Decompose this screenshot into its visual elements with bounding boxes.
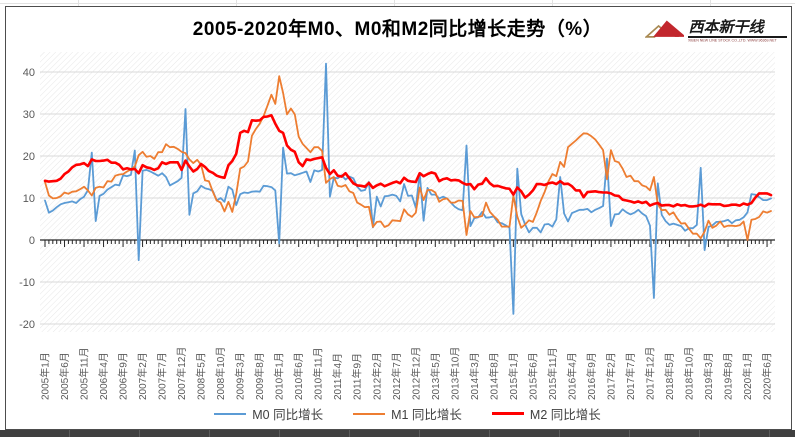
logo-brand-text: 西本新干线 bbox=[688, 19, 787, 38]
y-axis-label: 40 bbox=[23, 67, 35, 79]
x-axis-label: 2020年6月 bbox=[761, 352, 774, 400]
x-axis-label: 2019年8月 bbox=[722, 352, 735, 400]
series-line-m0 bbox=[44, 62, 772, 315]
x-axis-label: 2009年3月 bbox=[234, 352, 247, 400]
x-axis-label: 2016年4月 bbox=[565, 352, 578, 400]
worksheet-gridline bbox=[236, 0, 237, 6]
x-axis-label: 2017年2月 bbox=[604, 352, 617, 400]
x-axis-ticks bbox=[44, 240, 772, 247]
legend-line-swatch-m2 bbox=[491, 412, 524, 415]
logo-mountains-icon bbox=[645, 20, 685, 38]
chart-legend: M0 同比增长 M1 同比增长 M2 同比增长 bbox=[40, 404, 775, 423]
worksheet-gridline bbox=[552, 0, 553, 6]
x-axis-label: 2017年7月 bbox=[624, 352, 637, 400]
x-axis-label: 2019年3月 bbox=[702, 352, 715, 400]
x-axis-label: 2014年8月 bbox=[487, 352, 500, 400]
worksheet-gridline bbox=[710, 0, 711, 6]
x-axis-label: 2006年9月 bbox=[117, 352, 130, 400]
legend-item-m0[interactable]: M0 同比增长 bbox=[214, 404, 323, 423]
x-axis-label: 2018年5月 bbox=[663, 352, 676, 400]
x-axis-label: 2017年12月 bbox=[643, 347, 656, 400]
x-axis-label: 2020年1月 bbox=[741, 352, 754, 400]
x-axis-label: 2007年12月 bbox=[175, 347, 188, 400]
legend-label: M2 同比增长 bbox=[529, 408, 601, 422]
x-axis-label: 2013年10月 bbox=[448, 347, 461, 400]
chart-title: 2005-2020年M0、M0和M2同比增长走势（%） bbox=[192, 19, 603, 40]
legend-item-m1[interactable]: M1 同比增长 bbox=[353, 404, 462, 423]
x-axis-label: 2009年8月 bbox=[253, 352, 266, 400]
x-axis-label: 2008年10月 bbox=[214, 347, 227, 400]
worksheet-gridline bbox=[78, 0, 79, 6]
y-axis-label: 10 bbox=[23, 193, 35, 205]
x-axis-label: 2010年11月 bbox=[312, 347, 325, 400]
x-axis-label: 2018年10月 bbox=[682, 347, 695, 400]
x-axis-label: 2006年4月 bbox=[97, 352, 110, 400]
worksheet-gridline bbox=[394, 0, 395, 6]
x-axis-label: 2013年5月 bbox=[429, 352, 442, 400]
y-axis-label: 20 bbox=[23, 151, 35, 163]
x-axis-label: 2007年2月 bbox=[136, 352, 149, 400]
legend-label: M0 同比增长 bbox=[252, 408, 324, 422]
y-axis-label: -10 bbox=[19, 277, 35, 289]
x-axis-label: 2005年6月 bbox=[58, 352, 71, 400]
y-axis-label: 30 bbox=[23, 109, 35, 121]
x-axis-label: 2010年6月 bbox=[292, 352, 305, 400]
x-axis-label: 2014年3月 bbox=[468, 352, 481, 400]
x-axis-label: 2016年9月 bbox=[585, 352, 598, 400]
x-axis-label: 2011年9月 bbox=[351, 353, 364, 400]
legend-label: M1 同比增长 bbox=[391, 408, 462, 422]
x-axis-label: 2008年5月 bbox=[195, 352, 208, 400]
legend-line-swatch-m0 bbox=[214, 412, 247, 415]
worksheet-gridline bbox=[0, 3, 795, 4]
spreadsheet-bottom-bar bbox=[0, 430, 795, 437]
x-axis-label: 2010年1月 bbox=[273, 352, 286, 400]
x-axis-label: 2011年4月 bbox=[331, 353, 344, 400]
x-axis-label: 2005年1月 bbox=[39, 352, 52, 400]
x-axis-label: 2012年12月 bbox=[409, 347, 422, 400]
y-axis-label: 0 bbox=[29, 235, 35, 247]
y-axis-label: -20 bbox=[19, 319, 35, 331]
x-axis-label: 2005年11月 bbox=[78, 347, 91, 400]
legend-line-swatch-m1 bbox=[353, 412, 386, 415]
x-axis-label: 2015年1月 bbox=[507, 352, 520, 400]
brand-logo: 西本新干线 XIBEN NEW LINE STOCK CO.,LTD. WWW.… bbox=[645, 13, 787, 61]
logo-caption-text: XIBEN NEW LINE STOCK CO.,LTD. WWW.96369.… bbox=[688, 38, 778, 43]
x-axis-label: 2012年7月 bbox=[390, 352, 403, 400]
x-axis-label: 2007年7月 bbox=[156, 352, 169, 400]
x-axis-label: 2015年11月 bbox=[546, 347, 559, 400]
series-line-m2 bbox=[43, 114, 773, 208]
series-line-m1 bbox=[44, 75, 772, 241]
x-axis-label: 2012年2月 bbox=[370, 352, 383, 400]
x-axis-label: 2015年6月 bbox=[526, 352, 539, 400]
legend-item-m2[interactable]: M2 同比增长 bbox=[491, 404, 601, 423]
